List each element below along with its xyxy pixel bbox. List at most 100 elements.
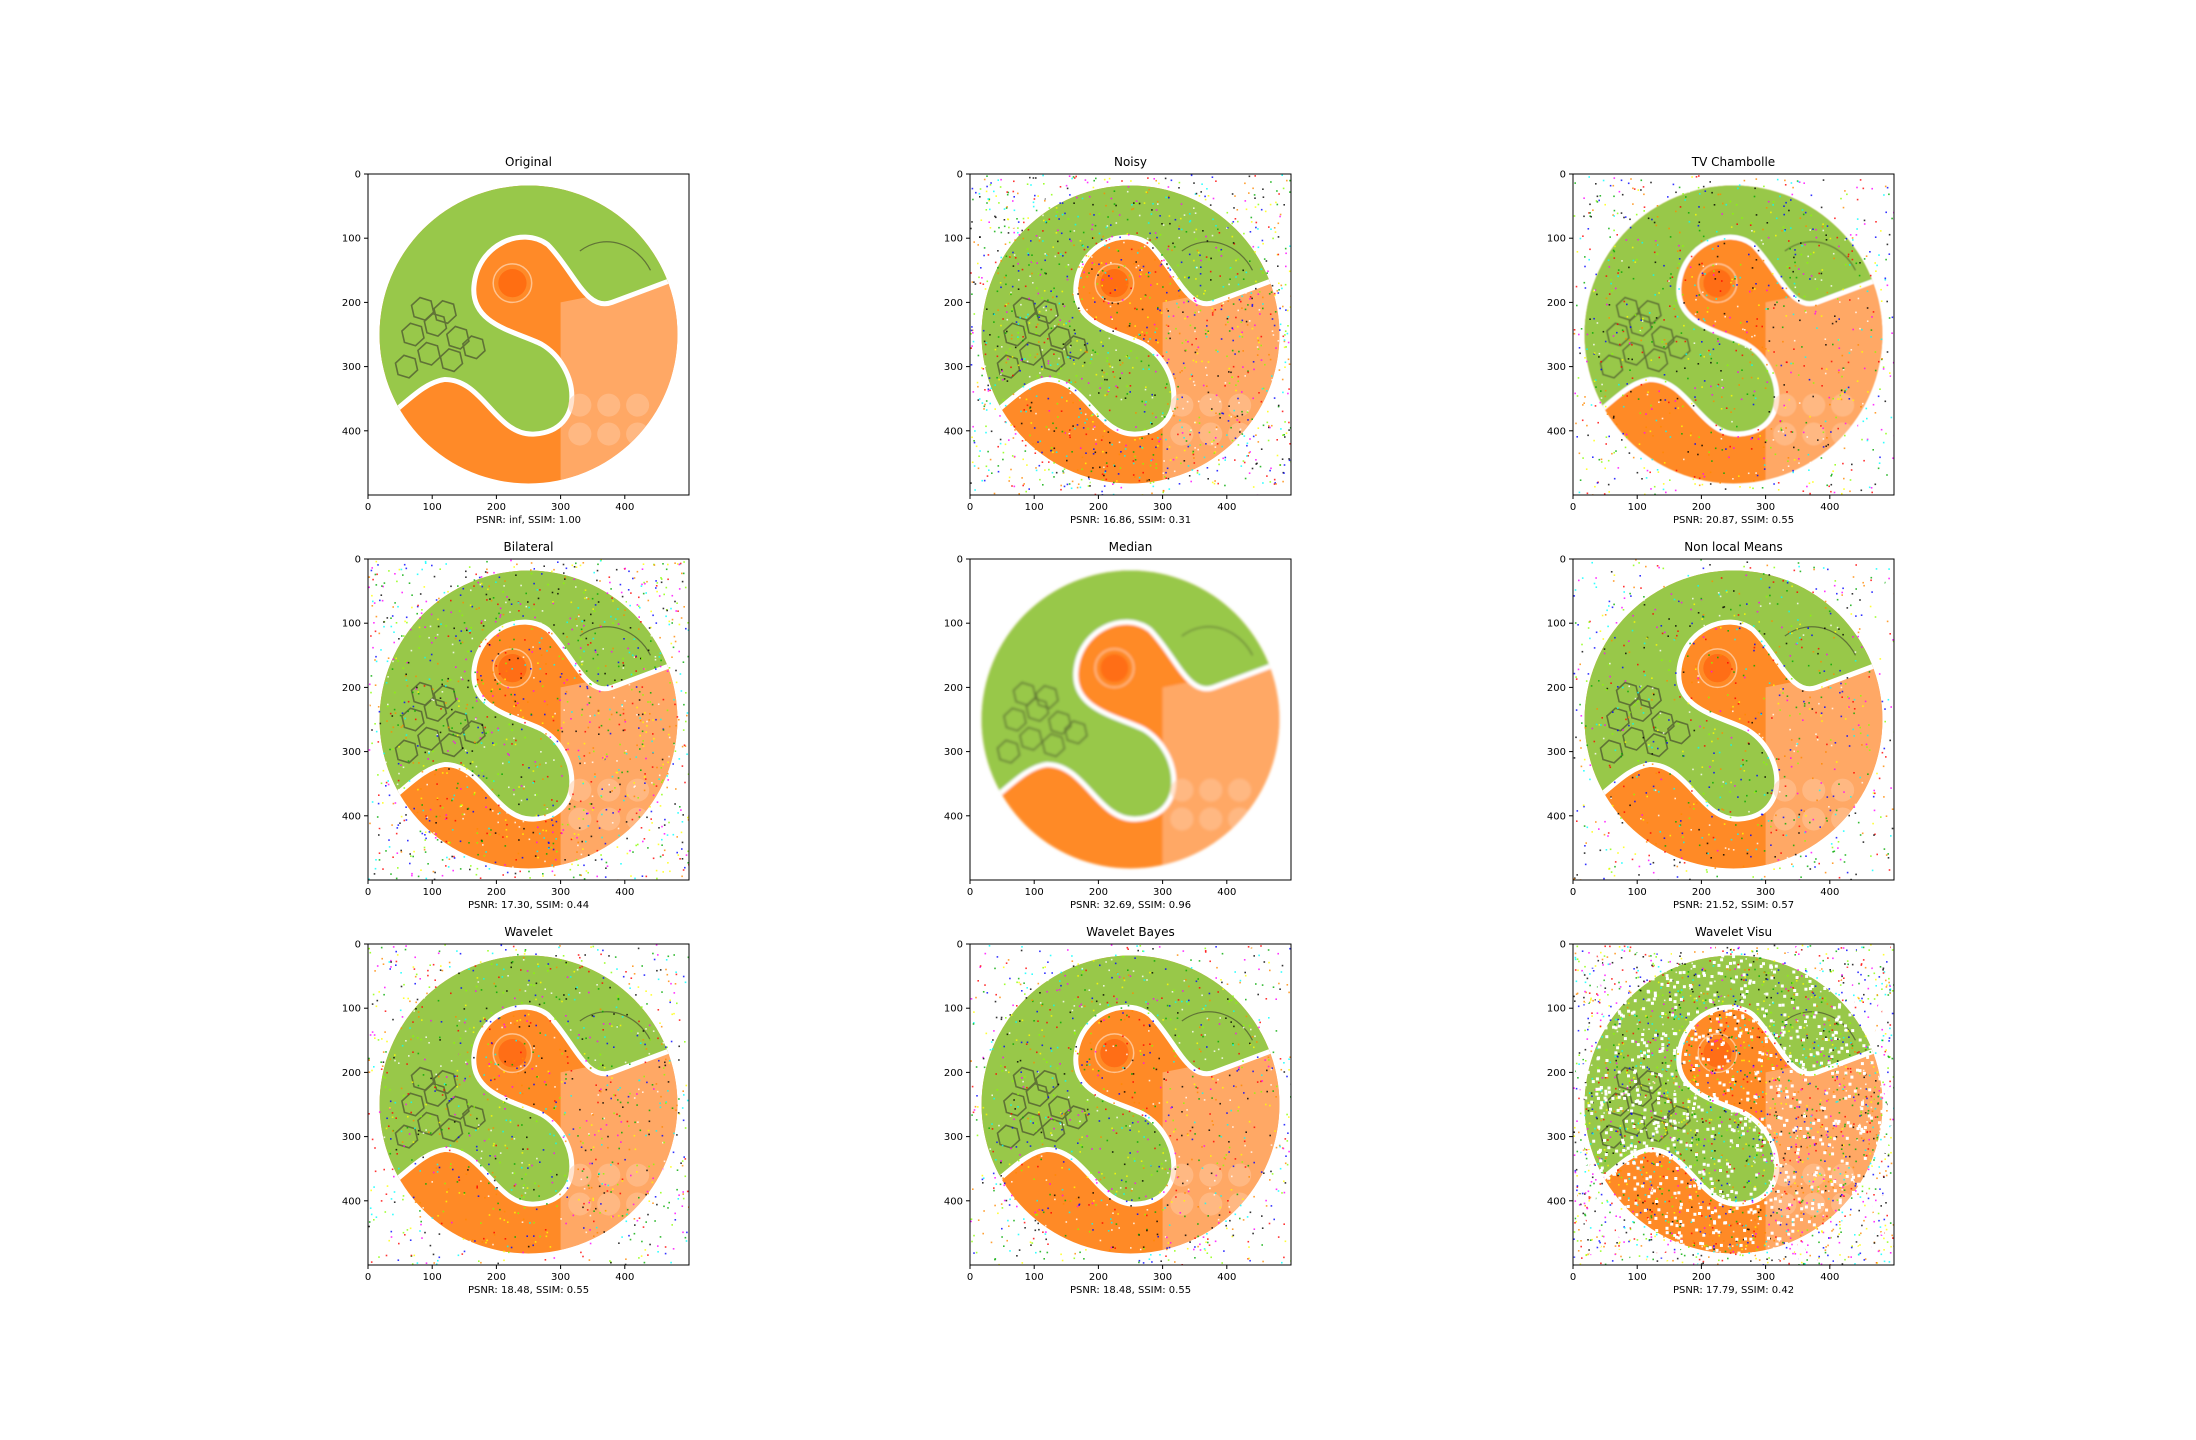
axis-ticks: 0 100 200 300 400 0 100 200 300 400 — [342, 170, 634, 514]
y-tick-label: 100 — [342, 1004, 361, 1015]
image-area — [368, 174, 689, 495]
y-tick-label: 400 — [944, 1196, 963, 1207]
x-tick-label: 0 — [365, 502, 371, 513]
y-tick-label: 200 — [1547, 1068, 1566, 1079]
x-tick-label: 0 — [967, 502, 973, 513]
axis-ticks: 0 100 200 300 400 0 100 200 300 400 — [1547, 555, 1839, 899]
x-tick-label: 100 — [423, 887, 442, 898]
panel-tv-chambolle: 0 100 200 300 400 0 100 200 300 400 TV Chambolle PS… — [1547, 155, 1895, 526]
x-tick-label: 400 — [1217, 502, 1236, 513]
y-tick-label: 0 — [355, 940, 361, 951]
y-tick-label: 200 — [342, 298, 361, 309]
panel-caption: PSNR: 16.86, SSIM: 0.31 — [1070, 515, 1191, 526]
axes-frame — [367, 558, 690, 881]
panel-wavelet: 0 100 200 300 400 0 100 200 300 400 Wavelet PSNR: 1… — [342, 925, 690, 1296]
x-tick-label: 400 — [1820, 1272, 1839, 1283]
x-tick-label: 400 — [615, 1272, 634, 1283]
y-tick-label: 0 — [957, 555, 963, 566]
y-tick-label: 400 — [1547, 811, 1566, 822]
x-tick-label: 300 — [551, 1272, 570, 1283]
panel-caption: PSNR: 21.52, SSIM: 0.57 — [1673, 900, 1794, 911]
y-tick-label: 400 — [1547, 426, 1566, 437]
axes-frame — [367, 173, 690, 496]
panel-caption: PSNR: inf, SSIM: 1.00 — [476, 515, 581, 526]
axes-frame — [1572, 173, 1895, 496]
x-tick-label: 100 — [423, 502, 442, 513]
x-tick-label: 200 — [1089, 502, 1108, 513]
x-tick-label: 0 — [365, 1272, 371, 1283]
noise-layer — [1573, 944, 1894, 1265]
x-tick-label: 400 — [615, 887, 634, 898]
x-tick-label: 300 — [1153, 502, 1172, 513]
x-tick-label: 200 — [487, 1272, 506, 1283]
axes-frame — [969, 558, 1292, 881]
y-tick-label: 0 — [355, 170, 361, 181]
axis-ticks: 0 100 200 300 400 0 100 200 300 400 — [342, 555, 634, 899]
x-tick-label: 0 — [967, 887, 973, 898]
noise-layer — [1573, 174, 1894, 495]
panel-title: Wavelet — [504, 925, 553, 939]
y-tick-label: 200 — [342, 1068, 361, 1079]
panel-title: Noisy — [1114, 155, 1147, 169]
x-tick-label: 200 — [1692, 1272, 1711, 1283]
x-tick-label: 200 — [1692, 887, 1711, 898]
y-tick-label: 100 — [342, 234, 361, 245]
panel-caption: PSNR: 20.87, SSIM: 0.55 — [1673, 515, 1794, 526]
panels-layer: 0 100 200 300 400 0 100 200 300 400 Original PSNR: … — [342, 155, 1895, 1296]
panel-title: Original — [505, 155, 552, 169]
x-tick-label: 0 — [1570, 502, 1576, 513]
y-tick-label: 0 — [355, 555, 361, 566]
axis-ticks: 0 100 200 300 400 0 100 200 300 400 — [944, 555, 1236, 899]
image-area — [1573, 559, 1894, 880]
y-tick-label: 0 — [957, 940, 963, 951]
panel-bilateral: 0 100 200 300 400 0 100 200 300 400 Bilateral PSNR:… — [342, 540, 690, 911]
x-tick-label: 300 — [1756, 502, 1775, 513]
axes-frame — [969, 943, 1292, 1266]
x-tick-label: 300 — [551, 887, 570, 898]
y-tick-label: 400 — [944, 426, 963, 437]
panel-caption: PSNR: 18.48, SSIM: 0.55 — [468, 1285, 589, 1296]
panel-title: Non local Means — [1684, 540, 1782, 554]
y-tick-label: 300 — [342, 362, 361, 373]
image-area — [1573, 944, 1894, 1265]
y-tick-label: 400 — [1547, 1196, 1566, 1207]
noise-layer — [1573, 559, 1894, 880]
y-tick-label: 100 — [944, 1004, 963, 1015]
panel-noisy: 0 100 200 300 400 0 100 200 300 400 Noisy PSNR: 16.… — [944, 155, 1292, 526]
y-tick-label: 200 — [944, 298, 963, 309]
x-tick-label: 400 — [1217, 887, 1236, 898]
y-tick-label: 300 — [342, 747, 361, 758]
y-tick-label: 400 — [342, 426, 361, 437]
x-tick-label: 300 — [1756, 887, 1775, 898]
axes-frame — [969, 173, 1292, 496]
y-tick-label: 200 — [1547, 683, 1566, 694]
axis-ticks: 0 100 200 300 400 0 100 200 300 400 — [342, 940, 634, 1284]
noise-layer — [368, 559, 689, 880]
image-area — [970, 944, 1291, 1265]
x-tick-label: 200 — [1692, 502, 1711, 513]
y-tick-label: 200 — [944, 1068, 963, 1079]
x-tick-label: 100 — [1025, 1272, 1044, 1283]
y-tick-label: 0 — [1560, 940, 1566, 951]
panel-non-local-means: 0 100 200 300 400 0 100 200 300 400 Non local Mean… — [1547, 540, 1895, 911]
x-tick-label: 100 — [1025, 887, 1044, 898]
x-tick-label: 200 — [1089, 887, 1108, 898]
panel-caption: PSNR: 18.48, SSIM: 0.55 — [1070, 1285, 1191, 1296]
axis-ticks: 0 100 200 300 400 0 100 200 300 400 — [944, 170, 1236, 514]
axes-frame — [1572, 943, 1895, 1266]
x-tick-label: 0 — [1570, 887, 1576, 898]
y-tick-label: 0 — [1560, 555, 1566, 566]
y-tick-label: 400 — [342, 1196, 361, 1207]
panel-title: Median — [1109, 540, 1153, 554]
x-tick-label: 400 — [1820, 887, 1839, 898]
y-tick-label: 300 — [1547, 1132, 1566, 1143]
x-tick-label: 100 — [1025, 502, 1044, 513]
image-area — [368, 944, 689, 1265]
axes-frame — [1572, 558, 1895, 881]
panel-wavelet-bayes: 0 100 200 300 400 0 100 200 300 400 Wavelet Bayes P… — [944, 925, 1292, 1296]
x-tick-label: 400 — [1820, 502, 1839, 513]
x-tick-label: 100 — [1628, 887, 1647, 898]
noise-layer — [970, 944, 1291, 1265]
x-tick-label: 200 — [1089, 1272, 1108, 1283]
